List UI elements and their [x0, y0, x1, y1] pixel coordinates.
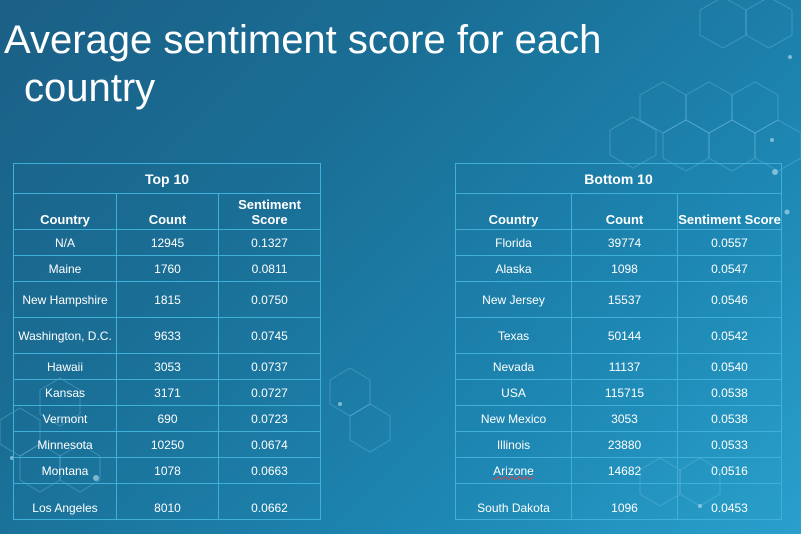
cell-country: Illinois [455, 431, 572, 458]
cell-count: 1815 [116, 281, 219, 318]
cell-sentiment-score: 0.0727 [217, 379, 322, 406]
cell-country: Hawaii [13, 353, 117, 380]
cell-country: New Mexico [455, 405, 572, 432]
cell-sentiment-score: 0.0745 [217, 317, 322, 354]
column-header-country: Country [13, 193, 117, 230]
column-header-sentiment-score: Sentiment Score [217, 193, 322, 230]
column-header-country: Country [455, 193, 572, 230]
cell-country: Vermont [13, 405, 117, 432]
cell-sentiment-score: 0.0663 [217, 457, 322, 484]
cell-sentiment-score: 0.0557 [676, 229, 783, 256]
table-row: Kansas 3171 0.0727 [13, 379, 322, 406]
cell-country: Maine [13, 255, 117, 282]
cell-count: 1098 [571, 255, 678, 282]
table-row: New Jersey 15537 0.0546 [455, 281, 783, 318]
table-row: USA 115715 0.0538 [455, 379, 783, 406]
cell-sentiment-score: 0.0723 [217, 405, 322, 432]
cell-country: New Hampshire [13, 281, 117, 318]
slide-title: Average sentiment score for each country [4, 16, 764, 112]
cell-country: New Jersey [455, 281, 572, 318]
cell-count: 115715 [571, 379, 678, 406]
cell-sentiment-score: 0.0547 [676, 255, 783, 282]
cell-country: Alaska [455, 255, 572, 282]
cell-sentiment-score: 0.0538 [676, 379, 783, 406]
cell-country: Kansas [13, 379, 117, 406]
cell-count: 1760 [116, 255, 219, 282]
bottom-table-caption: Bottom 10 [454, 163, 783, 194]
table-row: Hawaii 3053 0.0737 [13, 353, 322, 380]
cell-country: Los Angeles [13, 483, 117, 520]
cell-sentiment-score: 0.0533 [676, 431, 783, 458]
cell-country: Montana [13, 457, 117, 484]
table-row: Texas 50144 0.0542 [455, 317, 783, 354]
cell-sentiment-score: 0.0540 [676, 353, 783, 380]
spellcheck-flagged-text: Arizone [493, 463, 534, 478]
cell-count: 15537 [571, 281, 678, 318]
cell-count: 8010 [116, 483, 219, 520]
cell-count: 1078 [116, 457, 219, 484]
table-row: Vermont 690 0.0723 [13, 405, 322, 432]
table-row: South Dakota 1096 0.0453 [455, 483, 783, 520]
top-table-caption: Top 10 [12, 163, 322, 194]
cell-count: 11137 [571, 353, 678, 380]
cell-count: 3053 [116, 353, 219, 380]
table-row: Washington, D.C. 9633 0.0745 [13, 317, 322, 354]
cell-count: 14682 [571, 457, 678, 484]
cell-country: Arizone [455, 457, 572, 484]
cell-country: Minnesota [13, 431, 117, 458]
table-row: Maine 1760 0.0811 [13, 255, 322, 282]
cell-sentiment-score: 0.0737 [217, 353, 322, 380]
cell-count: 9633 [116, 317, 219, 354]
cell-country: South Dakota [455, 483, 572, 520]
cell-country: USA [455, 379, 572, 406]
cell-sentiment-score: 0.0750 [217, 281, 322, 318]
cell-count: 3171 [116, 379, 219, 406]
cell-sentiment-score: 0.0662 [217, 483, 322, 520]
cell-sentiment-score: 0.0538 [676, 405, 783, 432]
cell-country: Nevada [455, 353, 572, 380]
table-row: Illinois 23880 0.0533 [455, 431, 783, 458]
cell-country: Texas [455, 317, 572, 354]
table-row: N/A 12945 0.1327 [13, 229, 322, 256]
slide-title-line2: country [24, 66, 156, 110]
cell-sentiment-score: 0.0811 [217, 255, 322, 282]
table-row: Florida 39774 0.0557 [455, 229, 783, 256]
column-header-count: Count [571, 193, 678, 230]
table-row: Montana 1078 0.0663 [13, 457, 322, 484]
cell-count: 23880 [571, 431, 678, 458]
column-header-sentiment-score: Sentiment Score [676, 193, 783, 230]
table-row: Minnesota 10250 0.0674 [13, 431, 322, 458]
bottom-10-table: Bottom 10 Country Count Sentiment Score … [454, 163, 783, 520]
table-row: New Mexico 3053 0.0538 [455, 405, 783, 432]
cell-count: 10250 [116, 431, 219, 458]
table-row: Alaska 1098 0.0547 [455, 255, 783, 282]
cell-count: 12945 [116, 229, 219, 256]
cell-sentiment-score: 0.1327 [217, 229, 322, 256]
top-10-table: Top 10 Country Count Sentiment Score N/A… [12, 163, 322, 520]
cell-count: 39774 [571, 229, 678, 256]
cell-sentiment-score: 0.0516 [676, 457, 783, 484]
cell-sentiment-score: 0.0674 [217, 431, 322, 458]
table-row: Nevada 11137 0.0540 [455, 353, 783, 380]
cell-sentiment-score: 0.0542 [676, 317, 783, 354]
cell-country: Washington, D.C. [13, 317, 117, 354]
cell-count: 1096 [571, 483, 678, 520]
cell-count: 3053 [571, 405, 678, 432]
cell-count: 690 [116, 405, 219, 432]
cell-sentiment-score: 0.0546 [676, 281, 783, 318]
cell-country: N/A [13, 229, 117, 256]
cell-sentiment-score: 0.0453 [676, 483, 783, 520]
table-row: Arizone 14682 0.0516 [455, 457, 783, 484]
cell-count: 50144 [571, 317, 678, 354]
column-header-count: Count [116, 193, 219, 230]
table-row: Los Angeles 8010 0.0662 [13, 483, 322, 520]
table-row: New Hampshire 1815 0.0750 [13, 281, 322, 318]
cell-country: Florida [455, 229, 572, 256]
slide-title-line1: Average sentiment score for each [4, 18, 602, 62]
